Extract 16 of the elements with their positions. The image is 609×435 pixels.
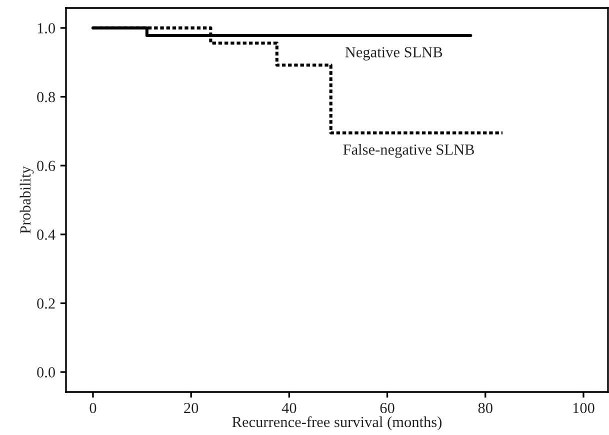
y-tick-label: 0.0 [37,367,55,378]
y-tick-label: 0.8 [37,92,55,102]
y-tick-label: 0.2 [37,298,55,309]
y-axis-title: Probability [20,166,34,234]
x-axis-title: Recurrence-free survival (months) [232,416,442,430]
x-tick-label: 40 [282,402,296,414]
x-tick-label: 80 [478,402,492,414]
y-tick-label: 1.0 [38,23,55,34]
x-tick-label: 100 [573,402,594,414]
x-tick-label: 20 [184,402,198,414]
series-label: Negative SLNB [345,47,442,60]
x-tick-label: 60 [380,402,394,414]
y-tick-label: 0.4 [37,230,56,240]
y-tick-label: 0.6 [37,160,56,172]
series-label: False-negative SLNB [343,144,474,158]
x-tick-label: 0 [90,402,96,414]
